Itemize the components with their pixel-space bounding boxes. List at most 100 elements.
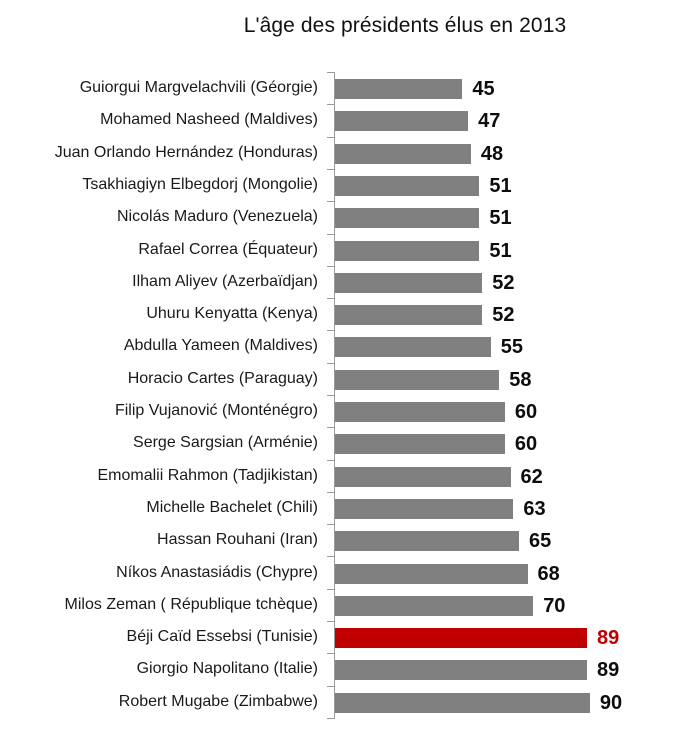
axis-tick — [327, 266, 335, 267]
data-label: 62 — [520, 465, 543, 488]
bar — [335, 111, 469, 132]
data-label: 89 — [597, 627, 620, 650]
data-label: 89 — [597, 659, 620, 682]
bar — [335, 208, 480, 229]
axis-tick — [327, 137, 335, 138]
category-label: Béji Caïd Essebsi (Tunisie) — [126, 628, 318, 646]
bar — [335, 531, 520, 552]
data-label: 47 — [478, 110, 501, 133]
bar — [335, 434, 505, 455]
bar-row: Rafael Correa (Équateur) 51 — [0, 234, 680, 266]
bar — [335, 369, 500, 390]
axis-tick — [327, 104, 335, 105]
category-label: Guiorgui Margvelachvili (Géorgie) — [79, 79, 318, 96]
axis-tick — [327, 298, 335, 299]
bar — [335, 305, 483, 326]
category-label: Horacio Cartes (Paraguay) — [127, 369, 318, 387]
axis-tick — [327, 72, 335, 73]
data-label: 55 — [500, 336, 523, 359]
category-label: Nicolás Maduro (Venezuela) — [117, 208, 318, 226]
bar-row: Horacio Cartes (Paraguay) 58 — [0, 363, 680, 395]
data-label: 52 — [492, 304, 515, 327]
data-label: 58 — [509, 368, 532, 391]
data-label: 48 — [480, 142, 504, 165]
category-label: Abdulla Yameen (Maldives) — [123, 337, 318, 355]
category-label: Giorgio Napolitano (Italie) — [136, 660, 318, 678]
bar — [335, 563, 528, 584]
axis-tick — [327, 169, 335, 170]
bar-row: Serge Sargsian (Arménie) 60 — [0, 427, 680, 459]
bar — [335, 595, 534, 616]
category-label: Filip Vujanović (Monténégro) — [114, 402, 318, 419]
data-label: 52 — [492, 271, 515, 294]
axis-tick — [327, 718, 335, 719]
data-label: 68 — [537, 562, 560, 585]
bar — [335, 175, 480, 196]
category-label: Michelle Bachelet (Chili) — [146, 498, 318, 516]
axis-tick — [327, 395, 335, 396]
category-label: Rafael Correa (Équateur) — [138, 240, 318, 258]
bar-row: Juan Orlando Hernández (Honduras) 48 — [0, 137, 680, 169]
bar — [335, 272, 483, 293]
bar-row: Hassan Rouhani (Iran) 65 — [0, 524, 680, 556]
data-label: 51 — [489, 174, 512, 197]
bar-row: Giorgio Napolitano (Italie) 89 — [0, 653, 680, 685]
axis-tick — [327, 234, 335, 235]
bar-row: Nicolás Maduro (Venezuela) 51 — [0, 201, 680, 233]
axis-tick — [327, 686, 335, 687]
axis-tick — [327, 556, 335, 557]
data-label: 63 — [523, 497, 546, 520]
bar — [335, 660, 587, 681]
bar — [335, 402, 505, 422]
bar-row: Robert Mugabe (Zimbabwe) 90 — [0, 686, 680, 718]
bar — [335, 692, 590, 713]
category-label: Uhuru Kenyatta (Kenya) — [146, 305, 318, 323]
category-label: Robert Mugabe (Zimbabwe) — [118, 692, 318, 710]
bar-chart: Guiorgui Margvelachvili (Géorgie) 45 Moham… — [0, 72, 680, 719]
highlighted-bar — [335, 628, 587, 649]
bar — [335, 466, 511, 487]
data-label: 51 — [489, 207, 512, 230]
category-label: Mohamed Nasheed (Maldives) — [100, 111, 318, 129]
bar-row: Guiorgui Margvelachvili (Géorgie) 45 — [0, 72, 680, 104]
bar-row: Emomalii Rahmon (Tadjikistan) 62 — [0, 460, 680, 492]
axis-tick — [327, 363, 335, 364]
bar-row: Ilham Aliyev (Azerbaïdjan) 52 — [0, 266, 680, 298]
data-label: 51 — [489, 239, 512, 262]
bar-row: Béji Caïd Essebsi (Tunisie) 89 — [0, 621, 680, 653]
data-label: 60 — [514, 433, 538, 456]
axis-tick — [327, 589, 335, 590]
axis-tick — [327, 524, 335, 525]
axis-tick — [327, 621, 335, 622]
category-label: Ilham Aliyev (Azerbaïdjan) — [132, 272, 318, 290]
axis-tick — [327, 330, 335, 331]
bar — [335, 79, 463, 99]
data-label: 60 — [514, 401, 538, 423]
bar-row: Milos Zeman ( République tchèque) 70 — [0, 589, 680, 621]
data-label: 70 — [543, 594, 566, 617]
category-label: Tsakhiagiyn Elbegdorj (Mongolie) — [82, 175, 318, 193]
category-label: Hassan Rouhani (Iran) — [157, 531, 318, 549]
bar — [335, 240, 480, 261]
axis-tick — [327, 460, 335, 461]
category-label: Emomalii Rahmon (Tadjikistan) — [97, 466, 318, 484]
axis-tick — [327, 653, 335, 654]
category-label: Juan Orlando Hernández (Honduras) — [54, 143, 318, 161]
bar-row: Tsakhiagiyn Elbegdorj (Mongolie) 51 — [0, 169, 680, 201]
data-label: 90 — [599, 691, 623, 714]
bar-row: Uhuru Kenyatta (Kenya) 52 — [0, 298, 680, 330]
bar — [335, 143, 471, 164]
axis-tick — [327, 492, 335, 493]
axis-tick — [327, 201, 335, 202]
category-label: Serge Sargsian (Arménie) — [133, 434, 318, 452]
category-label: Milos Zeman ( République tchèque) — [64, 595, 318, 613]
axis-tick — [327, 427, 335, 428]
category-label: Níkos Anastasiádis (Chypre) — [116, 563, 318, 581]
bar — [335, 498, 514, 519]
data-label: 45 — [472, 78, 495, 100]
bar-row: Níkos Anastasiádis (Chypre) 68 — [0, 557, 680, 589]
bar-row: Michelle Bachelet (Chili) 63 — [0, 492, 680, 524]
bar — [335, 337, 491, 358]
bar-row: Mohamed Nasheed (Maldives) 47 — [0, 104, 680, 136]
bar-row: Abdulla Yameen (Maldives) 55 — [0, 330, 680, 362]
